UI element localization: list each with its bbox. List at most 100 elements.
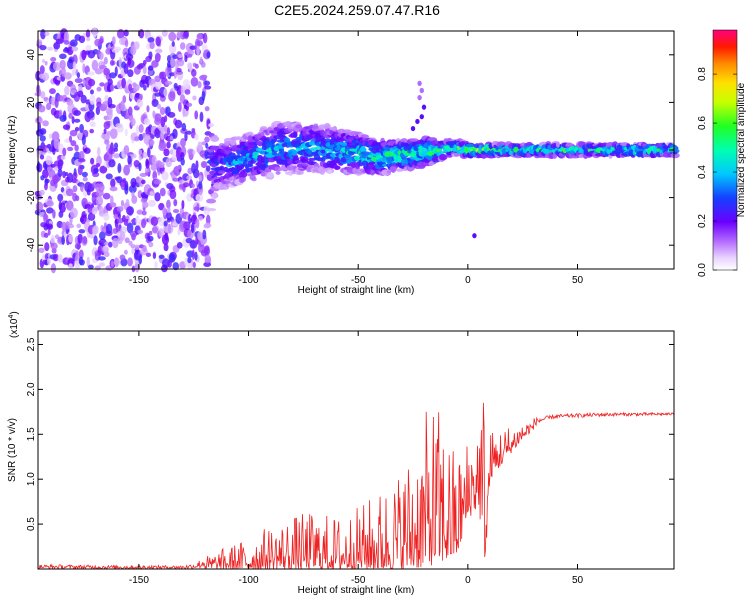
spectrogram-cell xyxy=(180,137,186,148)
spectrogram-cell xyxy=(360,134,370,139)
spectrogram-cell xyxy=(126,206,135,216)
spectrogram-cell xyxy=(214,167,221,172)
spectrogram-cell xyxy=(141,210,147,216)
spectrogram-cell xyxy=(306,149,313,155)
spectrogram-cell xyxy=(96,86,102,92)
spectrogram-cell xyxy=(353,155,362,161)
spectrogram-cell xyxy=(134,244,140,251)
spectrogram-cell xyxy=(57,254,63,263)
spectrogram-cell xyxy=(137,229,144,234)
spectrogram-cell xyxy=(41,58,45,64)
spectrogram-cell xyxy=(102,101,110,108)
spectrogram-cell xyxy=(164,81,173,86)
spectrogram-cell xyxy=(124,184,129,195)
spectrogram-cell xyxy=(439,153,447,161)
spectrogram-cell xyxy=(99,231,106,240)
x-tick-2: -50 xyxy=(351,31,366,286)
spectrogram-cell xyxy=(186,130,192,135)
spectrogram-cell xyxy=(71,116,75,124)
y-tick-2: 1.5 xyxy=(26,427,674,441)
spectrogram-cell xyxy=(271,137,276,145)
spectrogram-cell xyxy=(389,166,397,173)
y-tick-0: -40 xyxy=(26,238,674,253)
spectrogram-cell xyxy=(127,257,133,267)
spectrogram-cell xyxy=(115,123,123,128)
spectrogram-cell xyxy=(145,160,150,169)
spectrogram-cell xyxy=(370,169,375,176)
x-tick-label: -50 xyxy=(351,275,366,286)
colorbar-tick-3: 0.6 xyxy=(697,116,737,130)
y-tick-label: -40 xyxy=(26,238,37,253)
spectrogram-cell xyxy=(159,187,166,197)
x-tick-label: -100 xyxy=(239,275,259,286)
spectrogram-cell xyxy=(178,102,182,113)
spectrogram-cell xyxy=(98,65,107,70)
x-tick-3: 0 xyxy=(465,31,471,286)
spectrogram-cell xyxy=(44,60,48,66)
spectrogram-cell xyxy=(127,57,132,66)
snr-x-label: Height of straight line (km) xyxy=(298,585,415,596)
spectrogram-cell xyxy=(36,39,43,46)
spectrogram-cell xyxy=(147,199,156,207)
spectrogram-cell xyxy=(176,242,183,249)
spectrogram-cell xyxy=(142,59,147,65)
spectrogram-cell xyxy=(108,241,113,248)
spectrogram-cell xyxy=(205,142,209,149)
spectrogram-cell xyxy=(103,56,108,65)
spectrogram-cell xyxy=(205,165,211,172)
spectrogram-cell xyxy=(334,132,339,139)
spectrogram-cell xyxy=(206,51,211,59)
spectrogram-cell xyxy=(341,129,352,134)
spectrogram-cell xyxy=(192,95,197,101)
colorbar-tick-4: 0.8 xyxy=(697,67,737,81)
snr-y-ticks: 0.5 1.0 1.5 2.0 2.5 xyxy=(26,337,674,531)
spectrogram-cell xyxy=(161,29,168,37)
colorbar-tick-label: 0.6 xyxy=(697,116,708,130)
spectrogram-cell xyxy=(162,207,167,216)
spectrogram-cell xyxy=(187,261,192,271)
spectrogram-cell xyxy=(124,128,128,137)
spectrogram-cell xyxy=(62,124,70,130)
spectrogram-cell xyxy=(152,110,156,118)
spectrogram-cell xyxy=(134,262,140,273)
spectrogram-cell xyxy=(108,159,116,168)
spectrogram-cell xyxy=(368,161,376,165)
spectrogram-cell xyxy=(50,263,57,274)
spectrogram-cell xyxy=(135,92,140,98)
spectrogram-stray-cell xyxy=(410,125,416,132)
spectrogram-cell xyxy=(193,206,200,211)
snr-series-line xyxy=(38,402,674,569)
spectrogram-cell xyxy=(135,249,139,255)
spectrogram-cell xyxy=(41,72,50,81)
spectrogram-cell xyxy=(201,90,206,102)
spectrogram-cell xyxy=(168,43,177,54)
spectrogram-cell xyxy=(136,64,144,70)
spectrogram-cell xyxy=(104,139,110,145)
spectrogram-cell xyxy=(140,79,146,84)
spectrogram-cell xyxy=(177,53,183,59)
spectrogram-cell xyxy=(142,245,147,252)
spectrogram-cell xyxy=(42,120,49,127)
spectrogram-cell xyxy=(120,100,125,112)
spectrogram-cell xyxy=(197,141,203,150)
spectrogram-cell xyxy=(98,51,104,60)
x-tick-4: 50 xyxy=(572,331,584,586)
spectrogram-cell xyxy=(64,171,69,177)
spectrogram-cell xyxy=(130,244,136,249)
colorbar-ticks: 0.0 0.2 0.4 0.6 0.8 xyxy=(697,67,737,277)
spectrogram-cell xyxy=(292,131,298,138)
spectrogram-y-ticks: -40 -20 0 20 40 xyxy=(26,49,674,253)
spectrogram-cell xyxy=(76,223,82,229)
spectrogram-cell xyxy=(155,128,160,136)
colorbar-tick-0: 0.0 xyxy=(697,263,737,277)
spectrogram-cell xyxy=(117,162,122,174)
spectrogram-cell xyxy=(428,161,434,167)
spectrogram-cell xyxy=(86,110,95,119)
spectrogram-cell xyxy=(188,53,193,58)
spectrogram-cell xyxy=(153,179,162,185)
spectrogram-cell xyxy=(138,162,142,172)
spectrogram-cell xyxy=(163,115,168,123)
spectrogram-cell xyxy=(36,161,41,172)
spectrogram-cell xyxy=(142,66,147,75)
spectrogram-cell xyxy=(107,104,116,109)
